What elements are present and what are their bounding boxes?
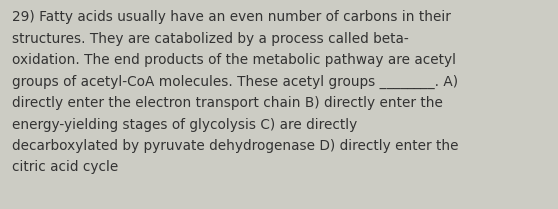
Text: structures. They are catabolized by a process called beta-: structures. They are catabolized by a pr… xyxy=(12,32,409,46)
Text: oxidation. The end products of the metabolic pathway are acetyl: oxidation. The end products of the metab… xyxy=(12,53,456,67)
Text: directly enter the electron transport chain B) directly enter the: directly enter the electron transport ch… xyxy=(12,96,443,110)
Text: energy-yielding stages of glycolysis C) are directly: energy-yielding stages of glycolysis C) … xyxy=(12,117,357,131)
Text: groups of acetyl-CoA molecules. These acetyl groups ________. A): groups of acetyl-CoA molecules. These ac… xyxy=(12,74,458,89)
Text: citric acid cycle: citric acid cycle xyxy=(12,161,118,175)
Text: 29) Fatty acids usually have an even number of carbons in their: 29) Fatty acids usually have an even num… xyxy=(12,10,451,24)
Text: decarboxylated by pyruvate dehydrogenase D) directly enter the: decarboxylated by pyruvate dehydrogenase… xyxy=(12,139,459,153)
